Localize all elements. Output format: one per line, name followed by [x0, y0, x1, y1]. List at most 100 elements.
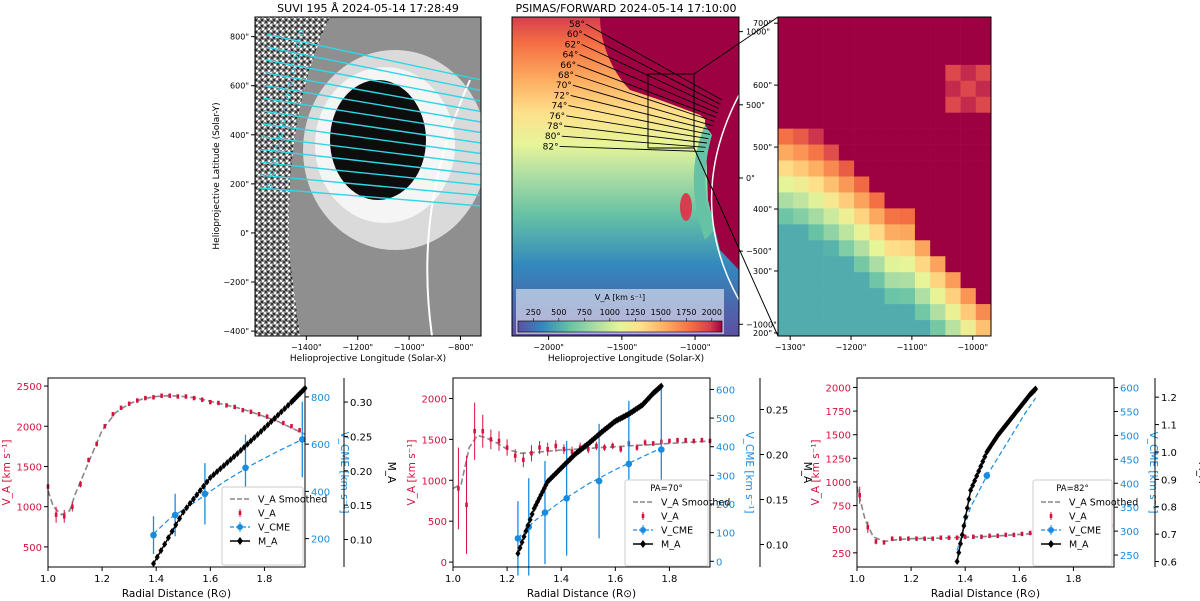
- legend-swatch: [640, 540, 646, 548]
- heatmap-cell: [930, 256, 946, 273]
- right-y-tick-label: 550: [1120, 407, 1139, 418]
- ma-point: [241, 443, 247, 451]
- heatmap-cell: [808, 320, 824, 337]
- legend: V_A Smoothed V_A V_CME M_A: [221, 486, 327, 566]
- x-tick-label: −2000": [533, 343, 564, 352]
- va-point: [923, 536, 926, 541]
- far-y-tick-label: 1.2: [1161, 393, 1177, 404]
- ma-point: [204, 478, 210, 486]
- heatmap-cell: [975, 17, 992, 34]
- right-y-tick-label: 250: [1120, 551, 1139, 562]
- heatmap-cell: [793, 176, 809, 193]
- ma-point: [527, 516, 533, 524]
- heatmap-cell: [793, 304, 809, 321]
- far-y-tick-label: 0.10: [766, 541, 788, 552]
- heatmap-cell: [854, 96, 870, 113]
- heatmap-cell: [808, 192, 824, 209]
- ma-point: [151, 560, 157, 568]
- far-y-tick-label: 1.1: [1161, 421, 1177, 432]
- va-point: [265, 414, 269, 419]
- right-y-tick-label: 350: [1120, 503, 1139, 514]
- heatmap-cell: [930, 160, 946, 177]
- suvi-ylabel: Helioprojective Latitude (Solar-Y): [212, 102, 222, 249]
- heatmap-cell: [793, 96, 809, 113]
- heatmap-cell: [869, 112, 885, 129]
- heatmap-cell: [778, 192, 794, 209]
- heatmap-cell: [960, 96, 977, 113]
- heatmap-cell: [945, 304, 961, 321]
- heatmap-cell: [793, 240, 809, 257]
- va-point: [546, 446, 549, 452]
- heatmap-cell: [793, 144, 809, 161]
- ma-point: [954, 558, 960, 566]
- heatmap-cell: [838, 48, 855, 66]
- ma-point: [158, 547, 164, 555]
- zoom-frame: [777, 16, 992, 337]
- heatmap-cell: [914, 80, 931, 98]
- left-y-tick-label: 1500: [17, 462, 42, 473]
- heatmap-cell: [869, 160, 885, 177]
- va-point: [160, 393, 163, 398]
- left-y-tick-label: 2500: [17, 382, 42, 393]
- heatmap-cell: [975, 272, 992, 289]
- va-point: [87, 457, 90, 463]
- ma-point: [956, 549, 962, 557]
- heatmap-cell: [808, 17, 824, 34]
- va-point: [586, 446, 590, 452]
- legend-label: M_A: [1069, 540, 1089, 551]
- ray-marker: [275, 145, 281, 151]
- heatmap-cell: [945, 144, 961, 161]
- heatmap-cell: [823, 304, 840, 321]
- heatmap-cell: [960, 256, 977, 273]
- heatmap-cell: [869, 288, 885, 305]
- ma-point: [221, 462, 227, 470]
- pa-label: 74°: [551, 102, 567, 112]
- va-point: [513, 453, 517, 458]
- heatmap-cell: [869, 256, 885, 273]
- left-y-tick-label: 1750: [826, 407, 851, 418]
- heatmap-cell: [869, 320, 885, 337]
- va-point: [676, 437, 679, 443]
- ray-marker: [269, 170, 276, 176]
- solar-limb-line: [426, 79, 471, 336]
- heatmap-cell: [945, 224, 961, 241]
- ray-line: [263, 110, 481, 144]
- left-y-tick-label: 1500: [422, 435, 447, 446]
- va-point: [168, 393, 172, 398]
- va-point: [554, 443, 558, 449]
- vcme-point: [563, 494, 570, 502]
- far-y-tick-label: 0.15: [766, 496, 788, 507]
- ma-point: [201, 482, 207, 490]
- ma-point: [517, 544, 523, 552]
- va-point: [1012, 532, 1016, 538]
- heatmap-cell: [808, 224, 824, 241]
- ma-point: [957, 540, 963, 548]
- heatmap-cell: [838, 304, 855, 321]
- heatmap-cell: [808, 32, 824, 50]
- right-y-tick-label: 200: [311, 535, 330, 546]
- va-point: [457, 486, 460, 491]
- x-tick-label: 1.8: [1065, 574, 1081, 585]
- va-point: [135, 398, 139, 403]
- right-y-tick-label: 300: [716, 471, 735, 482]
- heatmap-cell: [930, 272, 946, 289]
- heatmap-cell: [838, 192, 855, 209]
- ma-point: [972, 477, 978, 485]
- heatmap-cell: [808, 80, 824, 98]
- plot-frame: [452, 377, 711, 568]
- heatmap-cell: [854, 64, 870, 82]
- right-y-tick-label: 400: [1120, 479, 1139, 490]
- heatmap-cell: [899, 320, 916, 337]
- right-y-tick-label: 300: [1120, 527, 1139, 538]
- heatmap-cell: [778, 256, 794, 273]
- heatmap-cell: [930, 64, 946, 82]
- va-point: [882, 540, 886, 545]
- heatmap-cell: [899, 32, 916, 50]
- suvi-noise-region: [255, 17, 330, 336]
- x-tick-label: 1.0: [445, 574, 461, 585]
- heatmap-cell: [914, 192, 931, 209]
- ma-point: [278, 408, 284, 416]
- ma-point: [248, 437, 254, 445]
- heatmap-cell: [778, 112, 794, 129]
- left-y-tick-label: 2000: [826, 383, 851, 394]
